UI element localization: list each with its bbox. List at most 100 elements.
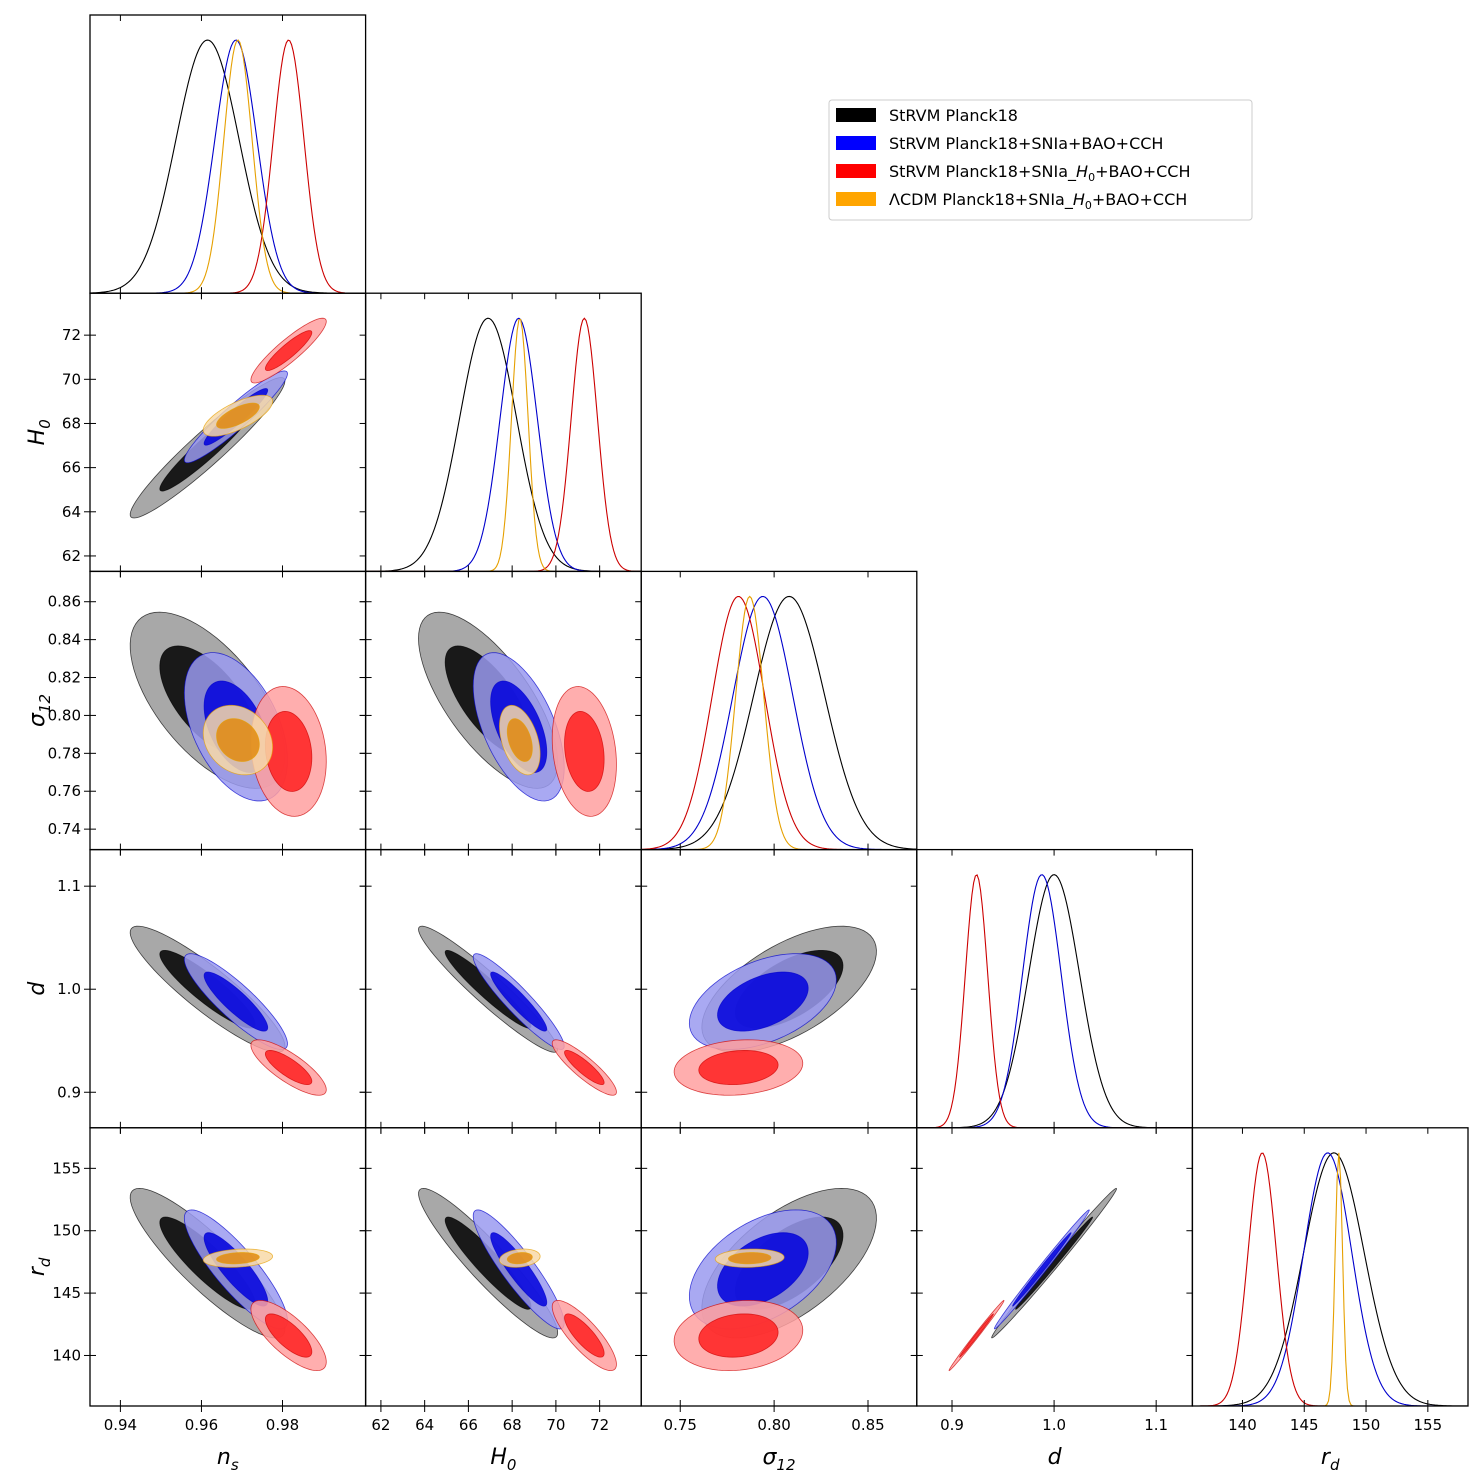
panel-ns-sigma12 — [129, 611, 327, 817]
contour-inner-ns-sigma12-cdm-planck18-snia-h0-bao-cch — [216, 718, 260, 762]
marginal-d-strvm-planck18 — [916, 874, 1193, 1128]
panel-H0-d — [418, 925, 617, 1096]
xtick-label-sigma12: 0.75 — [664, 1416, 697, 1434]
panel-frame-d-d — [916, 848, 1194, 1129]
ytick-label-d: 1.0 — [57, 980, 81, 998]
xtick-label-H0: 68 — [503, 1416, 522, 1434]
panel-ns-rd — [129, 1187, 327, 1372]
contour-inner-H0-rd-strvm-planck18-snia-bao-cch — [490, 1232, 548, 1307]
ytick-label-sigma12: 0.80 — [48, 706, 81, 724]
xtick-label-ns: 0.96 — [185, 1416, 218, 1434]
xtick-label-H0: 62 — [371, 1416, 390, 1434]
xtick-label-d: 1.1 — [1144, 1416, 1168, 1434]
legend-swatch-strvm-planck — [836, 108, 876, 122]
ytick-label-H0: 70 — [62, 370, 81, 388]
contour-inner-H0-d-strvm-planck18-snia-h0-bao-cch — [564, 1050, 605, 1086]
legend-swatch-strvm-sn-h0 — [836, 164, 876, 178]
legend-frame — [828, 99, 1253, 221]
ytick-label-H0: 68 — [62, 414, 81, 432]
panel-rd-rd — [1192, 1152, 1469, 1407]
x-axis-label-sigma12: σ12 — [762, 1445, 795, 1474]
xtick-label-ns: 0.94 — [104, 1416, 137, 1434]
contour-inner-sigma12-rd-cdm-planck18-snia-h0-bao-cch — [728, 1252, 772, 1265]
marginal-sigma12-strvm-planck18-snia-bao-cch — [641, 595, 917, 850]
ytick-label-rd: 145 — [52, 1284, 81, 1302]
marginal-ns-strvm-planck18 — [90, 39, 366, 294]
marginal-sigma12-strvm-planck18 — [641, 595, 917, 850]
ytick-label-H0: 62 — [62, 547, 81, 565]
contour-inner-H0-d-strvm-planck18-snia-bao-cch — [490, 971, 548, 1032]
marginal-d-strvm-planck18-snia-h0-bao-cch — [916, 874, 1193, 1128]
legend-swatch-strvm-sn-bao — [836, 136, 876, 150]
legend-swatch-lcdm — [836, 192, 876, 206]
panel-H0-H0 — [365, 317, 642, 572]
contour-inner-H0-sigma12-strvm-planck18-snia-h0-bao-cch — [564, 710, 605, 792]
marginal-rd-strvm-planck18-snia-h0-bao-cch — [1192, 1152, 1468, 1407]
contour-inner-ns-H0-strvm-planck18-snia-h0-bao-cch — [264, 330, 313, 372]
marginal-rd-strvm-planck18-snia-bao-cch — [1192, 1152, 1468, 1407]
ytick-label-d: 0.9 — [57, 1083, 81, 1101]
marginal-ns-cdm-planck18-snia-h0-bao-cch — [90, 39, 366, 294]
xtick-label-sigma12: 0.80 — [757, 1416, 790, 1434]
legend-label-strvm-sn-bao: StRVM Planck18+SNIa+BAO+CCH — [889, 134, 1163, 153]
panel-d-rd — [948, 1187, 1117, 1372]
ytick-label-d: 1.1 — [57, 877, 81, 895]
y-axis-label-H0: H0 — [25, 419, 54, 445]
x-axis-label-ns: ns — [217, 1445, 239, 1474]
ytick-label-sigma12: 0.84 — [48, 631, 81, 649]
panel-sigma12-rd — [673, 1187, 877, 1372]
x-axis-label-H0: H0 — [490, 1445, 516, 1474]
panel-frame-H0-H0 — [364, 292, 642, 573]
marginal-sigma12-cdm-planck18-snia-h0-bao-cch — [641, 595, 917, 850]
contour-inner-H0-sigma12-cdm-planck18-snia-h0-bao-cch — [506, 718, 533, 762]
x-axis-label-rd: rd — [1321, 1445, 1340, 1474]
contour-inner-ns-d-strvm-planck18-snia-h0-bao-cch — [264, 1050, 313, 1086]
marginal-ns-strvm-planck18-snia-bao-cch — [90, 39, 366, 294]
contour-inner-H0-rd-cdm-planck18-snia-h0-bao-cch — [506, 1252, 533, 1265]
xtick-label-rd: 155 — [1414, 1416, 1443, 1434]
contour-inner-ns-rd-cdm-planck18-snia-h0-bao-cch — [216, 1252, 260, 1265]
ytick-label-sigma12: 0.78 — [48, 744, 81, 762]
x-axis-label-d: d — [1048, 1445, 1063, 1470]
contour-inner-ns-sigma12-strvm-planck18-snia-h0-bao-cch — [264, 710, 313, 792]
ytick-label-sigma12: 0.74 — [48, 820, 81, 838]
marginal-sigma12-strvm-planck18-snia-h0-bao-cch — [641, 595, 917, 850]
ytick-label-sigma12: 0.76 — [48, 782, 81, 800]
panel-H0-sigma12 — [418, 611, 617, 817]
panel-frame-sigma12-sigma12 — [640, 570, 918, 851]
panel-d-d — [916, 874, 1193, 1128]
ytick-label-rd: 155 — [52, 1159, 81, 1177]
contour-inner-d-rd-strvm-planck18-snia-h0-bao-cch — [959, 1313, 994, 1358]
contour-inner-sigma12-d-strvm-planck18-snia-h0-bao-cch — [698, 1050, 779, 1086]
ytick-label-H0: 64 — [62, 503, 81, 521]
contour-inner-sigma12-d-strvm-planck18-snia-bao-cch — [717, 971, 809, 1032]
xtick-label-rd: 145 — [1290, 1416, 1319, 1434]
legend-label-lcdm: ΛCDM Planck18+SNIa_H0+BAO+CCH — [889, 190, 1187, 212]
legend-label-strvm-sn-h0: StRVM Planck18+SNIa_H0+BAO+CCH — [889, 162, 1190, 184]
y-axis-label-sigma12: σ12 — [25, 694, 54, 727]
panel-ns-H0 — [129, 317, 327, 519]
xtick-label-H0: 66 — [459, 1416, 478, 1434]
marginal-ns-strvm-planck18-snia-h0-bao-cch — [90, 39, 366, 294]
ytick-label-sigma12: 0.86 — [48, 593, 81, 611]
y-axis-label-d: d — [25, 981, 50, 996]
contour-inner-ns-rd-strvm-planck18-snia-h0-bao-cch — [264, 1313, 313, 1358]
ytick-label-rd: 150 — [52, 1222, 81, 1240]
panel-ns-ns — [90, 39, 366, 294]
contour-inner-ns-d-strvm-planck18-snia-bao-cch — [203, 971, 269, 1032]
xtick-label-d: 1.0 — [1042, 1416, 1066, 1434]
xtick-label-rd: 140 — [1228, 1416, 1257, 1434]
contour-inner-d-rd-strvm-planck18 — [1015, 1216, 1094, 1310]
contour-inner-ns-H0-cdm-planck18-snia-h0-bao-cch — [216, 402, 260, 429]
xtick-label-ns: 0.98 — [266, 1416, 299, 1434]
contour-inner-d-rd-strvm-planck18-snia-bao-cch — [1012, 1232, 1072, 1307]
ytick-label-sigma12: 0.82 — [48, 669, 81, 687]
ytick-label-H0: 66 — [62, 459, 81, 477]
contour-inner-sigma12-rd-strvm-planck18-snia-h0-bao-cch — [698, 1313, 779, 1358]
xtick-label-H0: 72 — [590, 1416, 609, 1434]
panel-frame-rd-rd — [1191, 1127, 1469, 1407]
legend-label-strvm-planck: StRVM Planck18 — [889, 106, 1018, 125]
panel-sigma12-d — [673, 925, 877, 1096]
xtick-label-d: 0.9 — [940, 1416, 964, 1434]
